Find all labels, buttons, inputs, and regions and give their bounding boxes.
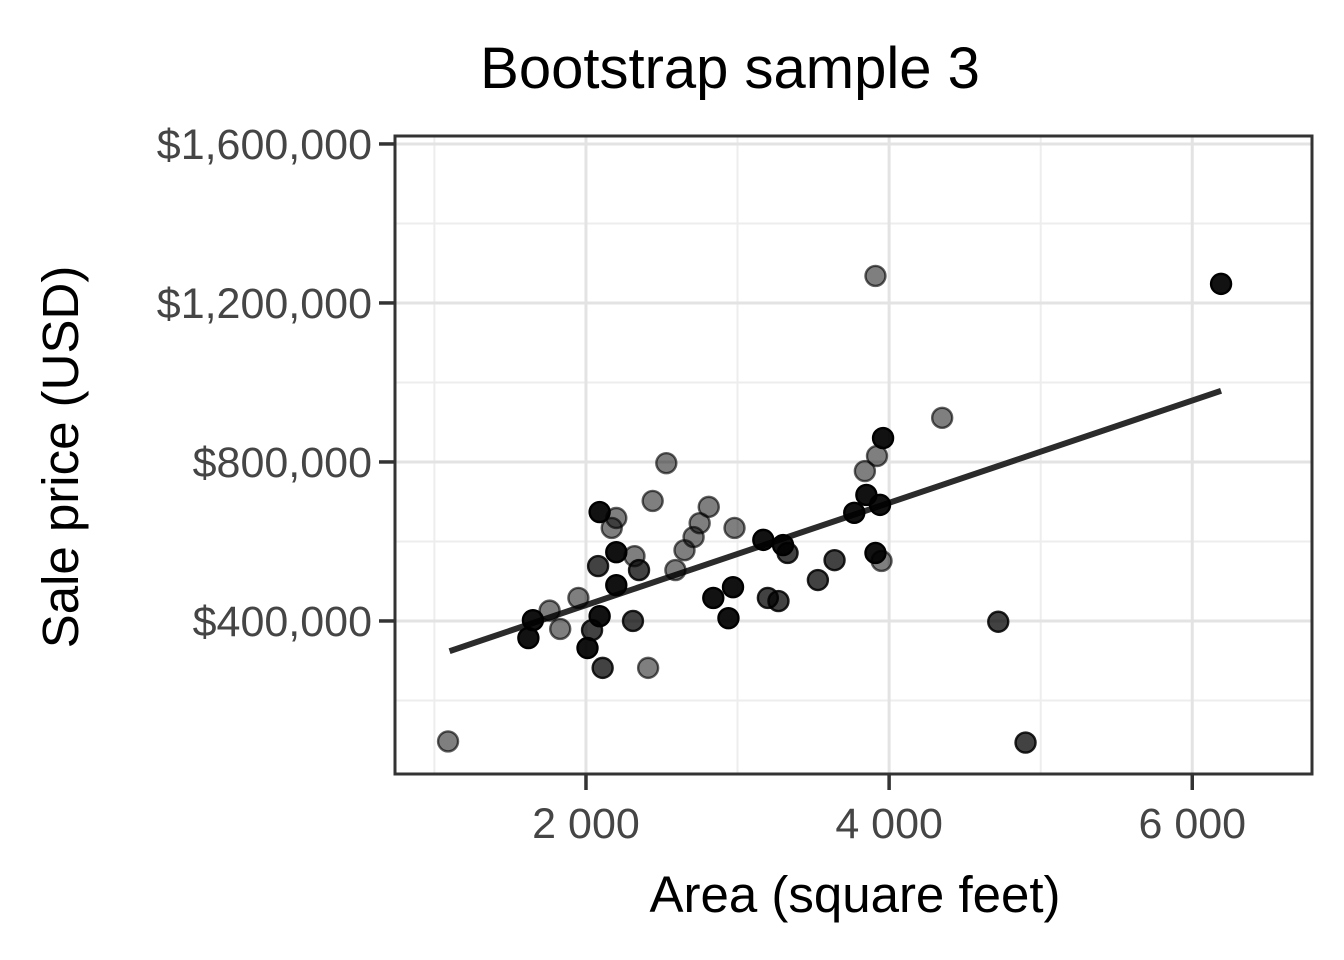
- data-point: [605, 573, 628, 597]
- data-point: [641, 489, 664, 513]
- data-point: [567, 586, 590, 610]
- data-point: [723, 516, 746, 540]
- data-point: [549, 617, 572, 641]
- data-point: [673, 539, 696, 562]
- y-tick-label: $800,000: [193, 439, 372, 487]
- panel-border: [393, 134, 1314, 776]
- data-point: [987, 610, 1010, 633]
- axis-tick-labels: 2 000 4 000 6 000 $400,000 $800,000 $1,200,00…: [157, 121, 1246, 848]
- axis-ticks: [379, 142, 1195, 790]
- data-point: [436, 730, 460, 753]
- data-point: [721, 575, 745, 599]
- major-gridlines: [395, 136, 1312, 774]
- data-point: [627, 558, 651, 582]
- x-tick-label: 2 000: [532, 800, 640, 848]
- data-point: [717, 606, 740, 630]
- y-tick-label: $400,000: [193, 598, 372, 646]
- data-point: [1209, 272, 1233, 296]
- data-point: [752, 528, 775, 552]
- data-points: [436, 264, 1233, 754]
- y-axis-title: Sale price (USD): [32, 266, 89, 649]
- data-point: [538, 599, 561, 622]
- data-point: [806, 568, 830, 592]
- data-point: [517, 626, 540, 650]
- x-axis-title: Area (square feet): [649, 866, 1060, 923]
- data-point: [636, 656, 660, 680]
- minor-gridlines: [395, 136, 1312, 774]
- data-point: [864, 264, 887, 288]
- data-point: [870, 549, 893, 573]
- data-point: [586, 554, 610, 578]
- data-point: [655, 451, 678, 475]
- data-point: [576, 636, 599, 660]
- y-tick-label: $1,600,000: [157, 121, 372, 169]
- data-point: [591, 656, 614, 680]
- data-point: [664, 558, 687, 582]
- data-point: [871, 426, 895, 450]
- data-point: [853, 459, 877, 483]
- data-point: [702, 586, 725, 610]
- data-point: [1014, 731, 1037, 754]
- data-point: [767, 589, 790, 613]
- data-point: [605, 540, 628, 564]
- data-point: [776, 541, 799, 565]
- regression-line: [448, 387, 1223, 655]
- x-tick-label: 6 000: [1138, 800, 1246, 848]
- data-point: [823, 548, 846, 572]
- data-point: [621, 609, 645, 633]
- x-tick-label: 4 000: [835, 800, 943, 848]
- y-tick-label: $1,200,000: [157, 280, 372, 328]
- data-point: [843, 501, 866, 525]
- data-point: [600, 516, 623, 540]
- data-point: [868, 493, 892, 517]
- chart-title: Bootstrap sample 3: [480, 36, 980, 101]
- data-point: [930, 406, 954, 430]
